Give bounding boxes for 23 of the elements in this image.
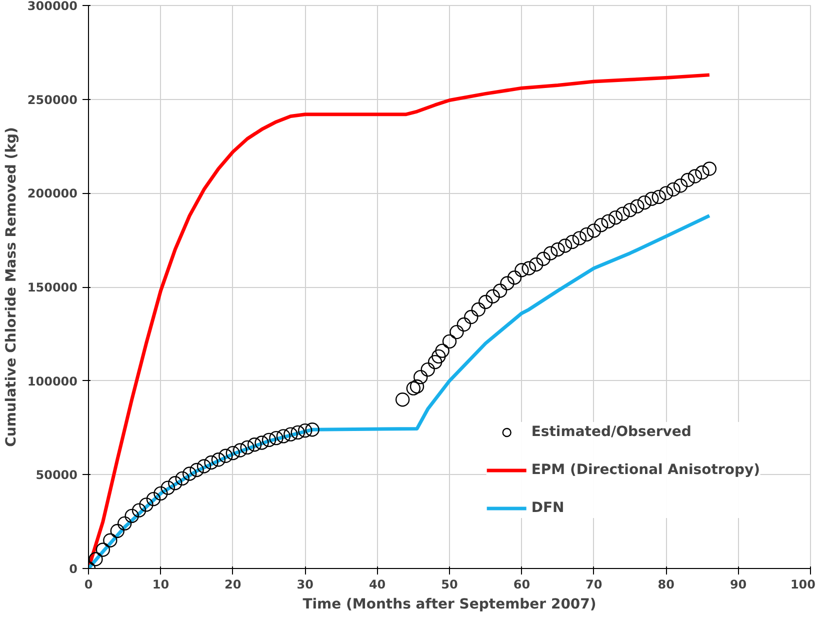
x-tick-label: 100 [790, 578, 816, 592]
x-tick-label: 30 [296, 578, 314, 592]
y-tick-label: 100000 [27, 374, 78, 388]
y-tick-label: 0 [69, 562, 78, 576]
y-tick-label: 250000 [27, 92, 78, 107]
x-tick-label: 80 [658, 578, 674, 592]
x-tick-label: 50 [441, 578, 458, 592]
legend-label: Estimated/Observed [531, 424, 692, 440]
y-tick-label: 200000 [27, 186, 78, 201]
y-tick-label: 50000 [36, 468, 78, 482]
legend-label: DFN [531, 500, 564, 516]
x-axis-title: Time (Months after September 2007) [302, 596, 596, 612]
x-tick-label: 0 [84, 578, 93, 592]
y-axis-title: Cumulative Chloride Mass Removed (kg) [3, 127, 20, 447]
y-tick-label: 150000 [27, 280, 78, 294]
x-tick-label: 10 [152, 578, 170, 592]
x-tick-label: 60 [513, 578, 530, 592]
y-tick-label: 300000 [27, 0, 78, 13]
x-tick-label: 20 [224, 578, 242, 592]
x-tick-label: 70 [586, 578, 602, 592]
x-tick-label: 40 [368, 578, 386, 592]
legend-label: EPM (Directional Anisotropy) [531, 462, 760, 478]
x-tick-label: 90 [730, 578, 747, 592]
